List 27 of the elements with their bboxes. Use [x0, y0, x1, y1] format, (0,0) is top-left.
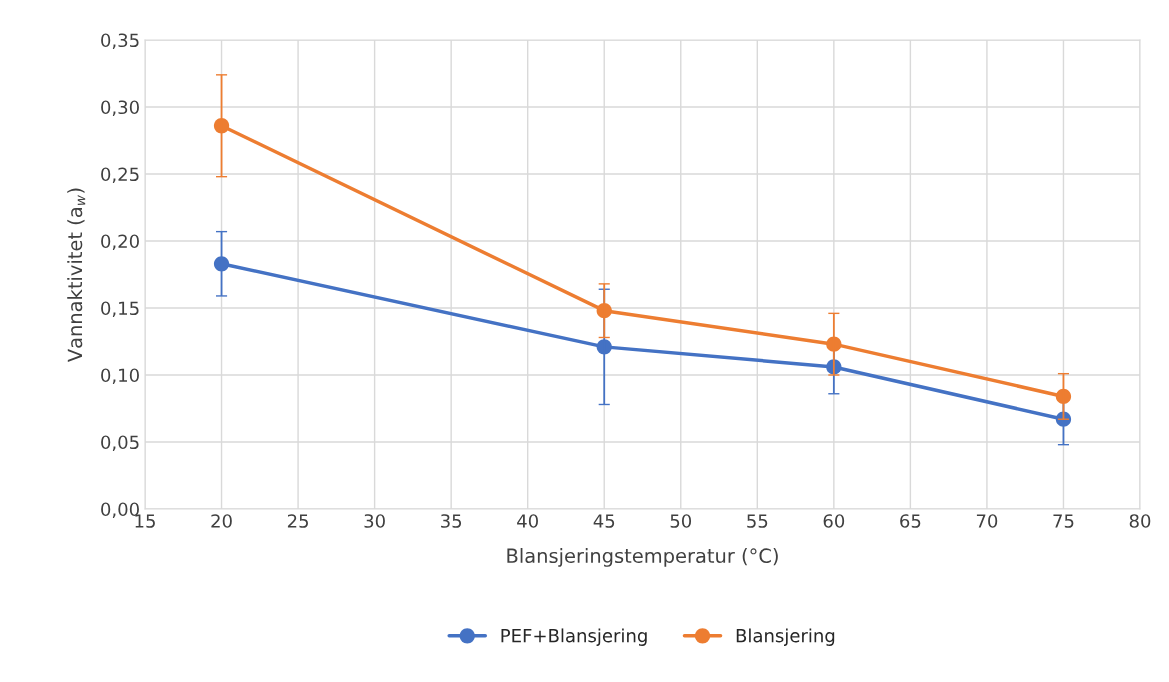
y-tick-label: 0,15	[101, 301, 139, 317]
legend-label: PEF+Blansjering	[501, 628, 647, 646]
x-tick-label: 55	[747, 514, 768, 528]
point	[1055, 388, 1072, 405]
x-tick-label: 75	[1053, 514, 1074, 528]
point	[213, 118, 230, 134]
x-tick-label: 30	[364, 514, 385, 528]
x-tick-label: 60	[823, 514, 845, 528]
x-tick-label: 65	[900, 514, 921, 528]
x-tick-label: 70	[976, 514, 998, 528]
y-tick-label: 0,30	[101, 100, 139, 116]
point	[213, 256, 230, 272]
x-tick-label: 80	[1129, 514, 1151, 528]
x-tick-label: 25	[287, 514, 308, 528]
x-axis-title: Blansjeringstemperatur (°C)	[507, 548, 778, 567]
x-tick-label: 35	[441, 514, 462, 528]
y-axis-title: Vannaktivitet (a$_{w}$)	[67, 188, 86, 363]
y-tick-label: 0,20	[101, 234, 139, 250]
legend-label: Blansjering	[736, 628, 835, 646]
x-tick-label: 20	[211, 514, 232, 528]
y-tick-label: 0,10	[101, 368, 139, 384]
y-tick-label: 0,35	[101, 33, 139, 49]
x-tick-label: 50	[670, 514, 692, 528]
y-tick-label: 0,25	[101, 167, 139, 183]
x-tick-label: 40	[517, 514, 538, 528]
y-tick-label: 0,05	[101, 435, 139, 451]
x-tick-label: 45	[593, 514, 615, 528]
